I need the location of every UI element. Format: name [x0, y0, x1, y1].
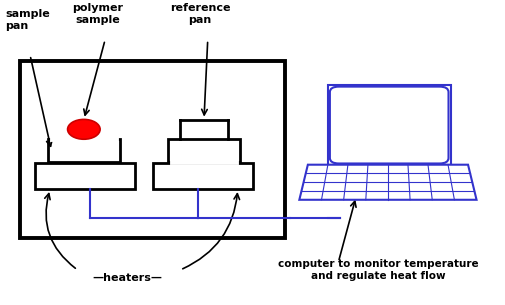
Bar	[168, 139, 240, 162]
Polygon shape	[299, 165, 477, 200]
Text: —heaters—: —heaters—	[92, 273, 163, 282]
Bar	[47, 139, 120, 162]
Bar	[35, 163, 135, 189]
Text: reference
pan: reference pan	[170, 3, 230, 25]
Text: polymer
sample: polymer sample	[72, 3, 123, 25]
Bar	[153, 163, 253, 189]
Ellipse shape	[68, 119, 100, 139]
Bar	[20, 61, 285, 238]
Text: computer to monitor temperature
and regulate heat flow: computer to monitor temperature and regu…	[278, 259, 478, 281]
Bar	[328, 85, 450, 165]
Text: sample
pan: sample pan	[5, 9, 50, 31]
FancyBboxPatch shape	[330, 87, 448, 163]
